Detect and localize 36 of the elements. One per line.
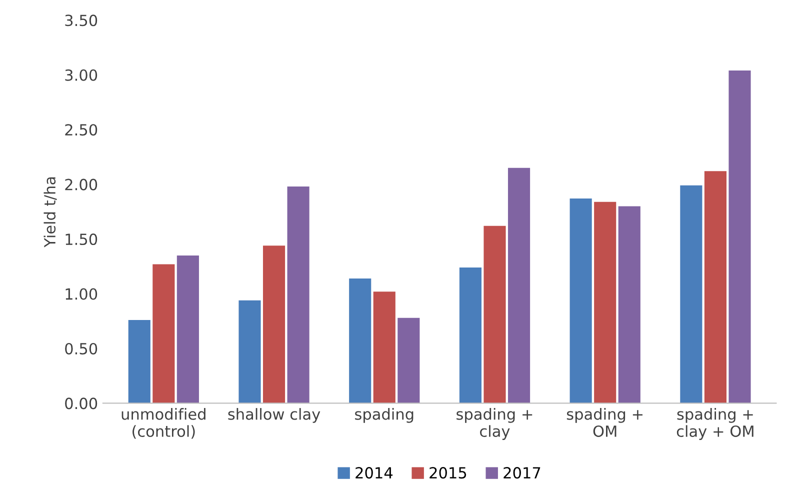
x-tick-label: shallow clay [228,408,320,423]
bar [594,202,616,404]
bar [680,185,702,404]
bar [484,226,506,404]
bar [349,278,372,404]
x-tick-label: spading + clay + OM [676,408,754,440]
bar [373,292,396,404]
bar [152,264,175,404]
x-tick-label: spading + OM [566,408,642,437]
bar [704,171,726,404]
y-tick-label: 1.00 [66,288,98,300]
legend-label: 2014 [356,467,393,479]
bar [128,320,150,404]
bar [238,300,261,404]
x-tick-label: unmodified (control) [122,408,206,439]
y-tick-label: 3.00 [65,69,98,81]
bar [508,168,530,404]
x-tick-label: spading + clay [456,408,532,440]
y-tick-label: 1.50 [66,234,98,246]
y-tick-label: 0.50 [65,342,98,354]
x-tick-label: spading [355,408,414,423]
bar [287,186,310,404]
legend-label: 2015 [430,467,466,479]
bar [398,318,420,404]
y-axis-title: Yield t/ha [44,177,57,248]
bar [618,206,640,404]
bar [728,70,751,404]
bar [570,198,592,404]
bar [176,255,199,404]
bar [262,246,286,404]
y-tick-label: 0.00 [65,398,98,410]
y-tick-label: 3.50 [65,14,98,26]
bar [459,267,482,404]
legend-label: 2017 [504,467,540,479]
y-tick-label: 2.50 [65,124,98,136]
y-tick-label: 2.00 [65,178,98,190]
